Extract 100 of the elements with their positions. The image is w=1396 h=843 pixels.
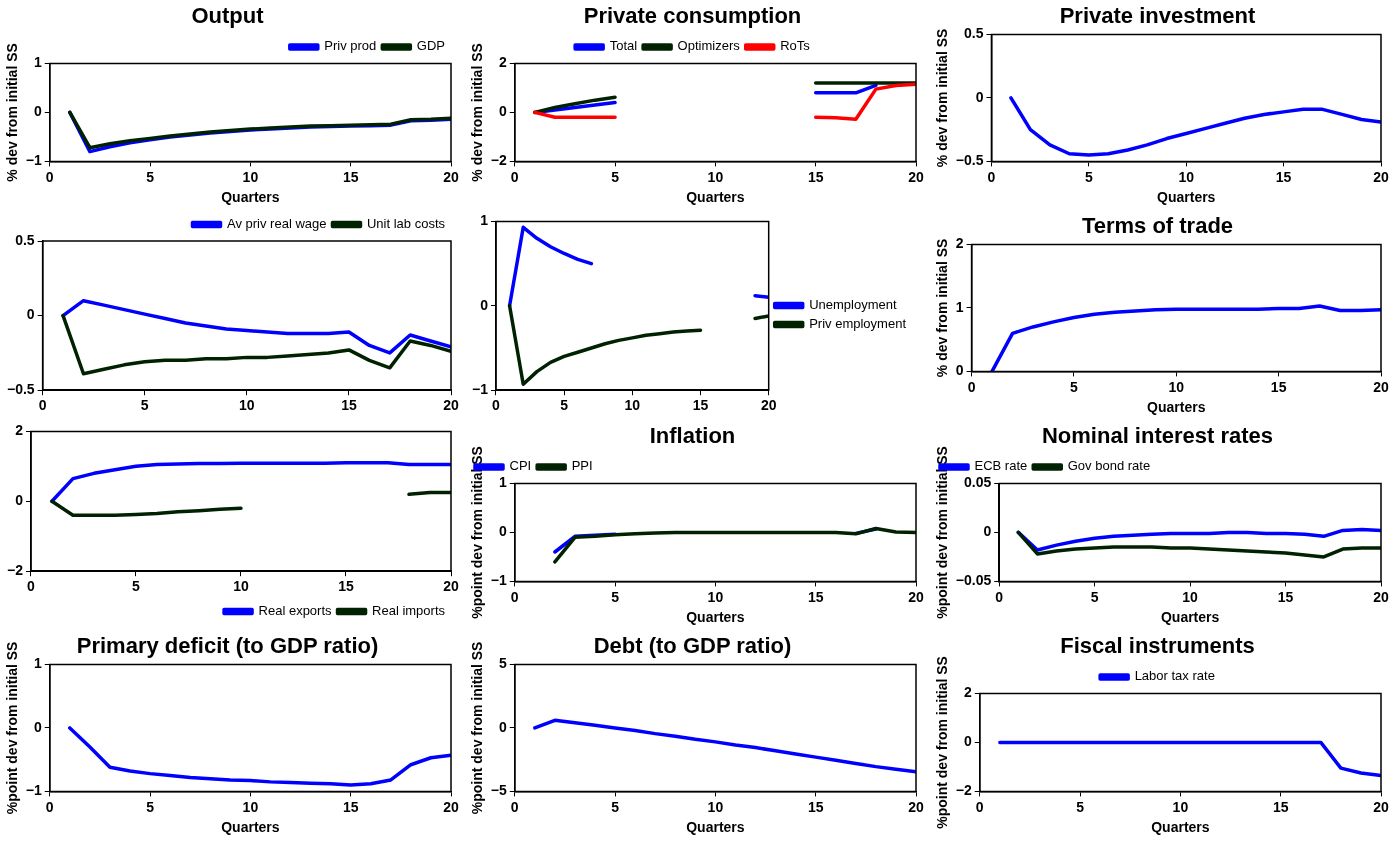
x-axis-title: Quarters — [1160, 609, 1220, 626]
x-tick-label: 10 — [1182, 588, 1199, 605]
y-axis-title: % dev from initial SS — [469, 43, 486, 182]
x-tick-label: 15 — [1270, 378, 1287, 395]
y-tick-label: 1 — [33, 54, 42, 71]
chart-title: Terms of trade — [1081, 213, 1234, 239]
x-tick-label: 20 — [1373, 588, 1389, 605]
x-tick-label: 0 — [45, 168, 54, 185]
x-tick-label: 15 — [1272, 798, 1289, 815]
x-tick-label: 15 — [338, 578, 354, 595]
legend-label: Gov bond rate — [1067, 458, 1151, 474]
chart-title: Fiscal instruments — [1060, 633, 1255, 659]
x-tick-label: 10 — [1178, 168, 1195, 185]
x-tick-label: 5 — [146, 168, 155, 185]
y-tick-label: −2 — [6, 562, 24, 579]
x-tick-label: 20 — [1373, 798, 1389, 815]
y-tick-label: −5 — [490, 782, 507, 799]
legend-label: Priv prod — [324, 38, 377, 54]
x-tick-label: 5 — [132, 578, 141, 595]
y-tick-label: −1 — [471, 381, 489, 398]
y-tick-label: 0 — [480, 296, 489, 313]
y-tick-label: 0 — [33, 103, 42, 120]
y-tick-label: 0 — [975, 88, 984, 105]
y-tick-label: −1 — [490, 572, 507, 589]
y-tick-label: 2 — [15, 422, 24, 439]
y-tick-label: −0.5 — [7, 381, 35, 398]
x-axis-title: Quarters — [221, 819, 280, 836]
x-tick-label: 0 — [510, 588, 519, 605]
y-tick-label: −2 — [955, 782, 972, 799]
y-axis-title: % dev from initial SS — [934, 238, 951, 378]
x-axis-title: Quarters — [1157, 189, 1216, 206]
x-tick-label: 0 — [995, 588, 1004, 605]
x-axis-title: Quarters — [221, 189, 280, 206]
x-tick-label: 10 — [707, 168, 724, 185]
x-tick-label: 0 — [45, 798, 54, 815]
x-axis-title: Quarters — [686, 819, 745, 836]
x-tick-label: 10 — [624, 397, 641, 414]
x-tick-label: 5 — [146, 798, 155, 815]
x-tick-label: 15 — [807, 798, 824, 815]
x-tick-label: 20 — [443, 168, 459, 185]
legend-label: CPI — [509, 458, 532, 474]
x-axis-title: Quarters — [1151, 819, 1210, 836]
x-tick-label: 0 — [510, 168, 519, 185]
y-tick-label: 1 — [33, 655, 42, 672]
legend-label: Optimizers — [677, 38, 741, 54]
y-tick-label: 0 — [498, 103, 507, 120]
y-tick-label: −0.5 — [955, 152, 984, 169]
x-tick-label: 15 — [807, 588, 824, 605]
x-tick-label: 15 — [692, 397, 709, 414]
x-tick-label: 10 — [239, 397, 255, 414]
y-tick-label: −1 — [25, 782, 42, 799]
y-tick-label: 0 — [955, 362, 964, 379]
x-tick-label: 5 — [1070, 378, 1079, 395]
x-tick-label: 15 — [342, 168, 359, 185]
x-tick-label: 5 — [1084, 168, 1093, 185]
x-tick-label: 20 — [1373, 378, 1389, 395]
x-tick-label: 20 — [760, 397, 777, 414]
y-tick-label: 1 — [480, 212, 489, 229]
x-axis-title: Quarters — [686, 609, 745, 626]
legend-label: Total — [609, 38, 638, 54]
y-tick-label: 0.5 — [963, 25, 984, 42]
x-tick-label: 5 — [611, 798, 620, 815]
x-tick-label: 5 — [611, 588, 620, 605]
y-axis-title: %point dev from initial SS — [934, 446, 951, 619]
x-axis-title: Quarters — [686, 189, 745, 206]
x-tick-label: 10 — [1172, 798, 1189, 815]
chart-title: Nominal interest rates — [1041, 423, 1274, 449]
legend-label: Unit lab costs — [366, 216, 446, 232]
x-tick-label: 5 — [1076, 798, 1085, 815]
y-axis-title: %point dev from initial SS — [469, 446, 486, 619]
y-tick-label: 0.05 — [963, 474, 992, 491]
legend-label: Real imports — [372, 603, 446, 619]
x-tick-label: 20 — [908, 588, 924, 605]
x-tick-label: 10 — [242, 168, 259, 185]
x-tick-label: 20 — [443, 578, 459, 595]
y-axis-title: %point dev from initial SS — [4, 641, 21, 815]
legend-label: RoTs — [780, 38, 811, 54]
x-tick-label: 20 — [1373, 168, 1389, 185]
x-tick-label: 15 — [807, 168, 824, 185]
x-tick-label: 15 — [342, 798, 359, 815]
x-tick-label: 15 — [1275, 168, 1292, 185]
chart-title: Inflation — [649, 423, 736, 449]
x-tick-label: 10 — [242, 798, 259, 815]
y-tick-label: 1 — [955, 298, 964, 315]
y-tick-label: 2 — [955, 235, 964, 252]
chart-title: Private consumption — [583, 3, 802, 29]
x-tick-label: 20 — [908, 168, 924, 185]
y-tick-label: −0.05 — [955, 572, 992, 589]
x-tick-label: 20 — [908, 798, 924, 815]
legend-label: Priv employment — [809, 316, 907, 332]
y-tick-label: −2 — [490, 152, 507, 169]
x-tick-label: 15 — [1277, 588, 1294, 605]
legend-label: Unemployment — [809, 297, 898, 313]
x-tick-label: 10 — [707, 588, 724, 605]
legend-label: GDP — [416, 38, 445, 54]
chart-title: Private investment — [1059, 3, 1256, 29]
legend-label: Av priv real wage — [226, 216, 327, 232]
y-axis-title: %point dev from initial SS — [469, 641, 486, 815]
y-tick-label: 0 — [26, 306, 35, 323]
y-tick-label: 2 — [498, 54, 507, 71]
